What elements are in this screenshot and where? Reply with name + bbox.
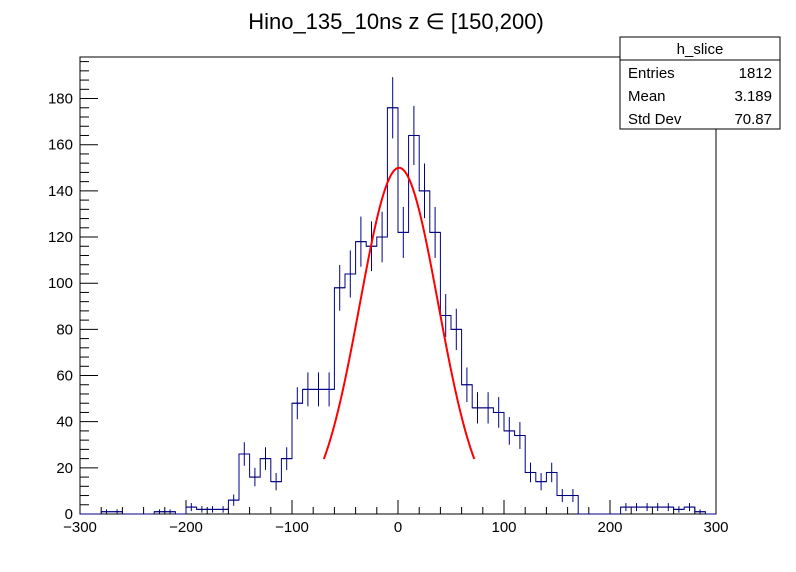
histogram-bin: [567, 489, 579, 503]
stats-value-mean: 3.189: [734, 88, 772, 105]
histogram-bin: [355, 216, 367, 267]
histogram-bin: [673, 506, 685, 513]
histogram-bin: [313, 372, 324, 407]
stats-label-mean: Mean: [628, 88, 666, 105]
x-tick-label: 100: [491, 519, 516, 536]
stats-title: h_slice: [677, 41, 724, 58]
histogram-bin: [451, 308, 462, 350]
y-tick-label: 120: [48, 229, 73, 246]
x-tick-label: 200: [597, 519, 622, 536]
x-tick-label: −300: [63, 519, 97, 536]
histogram-bin: [345, 250, 356, 298]
histogram-bin: [164, 509, 176, 514]
y-tick-label: 140: [48, 183, 73, 200]
histogram: [80, 77, 716, 515]
histogram-bin: [440, 294, 451, 337]
histogram-bin: [217, 506, 229, 513]
y-tick-label: 100: [48, 275, 73, 292]
histogram-bin: [684, 503, 695, 512]
histogram-bin: [196, 506, 208, 513]
chart-title: Hino_135_10ns z ∈ [150,200): [248, 9, 544, 34]
histogram-bin: [504, 417, 515, 445]
histogram-bin: [101, 509, 112, 514]
x-tick-label: −200: [169, 519, 203, 536]
histogram-bin: [525, 462, 536, 483]
x-tick-label: 0: [394, 519, 402, 536]
histogram-bin: [429, 206, 441, 258]
histogram-bin: [260, 447, 271, 470]
histogram-bin: [408, 105, 420, 166]
x-tick-label: −100: [275, 519, 309, 536]
histogram-bin: [376, 211, 388, 263]
histogram-bin: [493, 397, 504, 428]
y-tick-label: 80: [56, 321, 73, 338]
histogram-bin: [652, 503, 663, 512]
histogram-bin: [387, 77, 398, 139]
histogram-bin: [334, 264, 345, 311]
histogram-bin: [535, 473, 547, 491]
stats-box-frame: [619, 36, 781, 130]
stats-value-entries: 1812: [739, 65, 772, 82]
y-tick-label: 0: [65, 506, 73, 523]
fit-curve-group: [322, 166, 476, 460]
stats-label-std-dev: Std Dev: [628, 111, 682, 128]
histogram-bin: [472, 392, 483, 424]
gaussian-fit-curve: [322, 166, 476, 460]
y-tick-label: 60: [56, 368, 73, 385]
histogram-bin: [207, 506, 218, 513]
histogram-bin: [270, 473, 282, 491]
stats-box: h_slice Entries 1812 Mean 3.189 Std Dev …: [619, 36, 781, 130]
histogram-bin: [249, 467, 261, 487]
histogram-bin: [292, 387, 303, 420]
histogram-bin: [239, 442, 250, 466]
histogram-bin: [461, 367, 473, 403]
histogram-bin: [641, 503, 653, 512]
histogram-bin: [323, 372, 335, 407]
histogram-bin: [663, 503, 674, 512]
x-tick-label: 300: [703, 519, 728, 536]
stats-label-entries: Entries: [628, 65, 675, 82]
histogram-bin: [302, 372, 314, 407]
histogram-bin: [111, 509, 123, 514]
histogram-bin: [514, 422, 526, 449]
histogram-bin: [482, 392, 494, 424]
axes: 0 20 40 60 80 100 120 140 160 180 −300 −200 −100 0 100…: [48, 61, 729, 536]
histogram-bin: [419, 163, 430, 219]
histogram-bin: [186, 503, 197, 512]
y-tick-label: 40: [56, 414, 73, 431]
histogram-bin: [154, 509, 165, 514]
histogram-bin: [631, 503, 642, 512]
histogram-bin: [546, 462, 557, 483]
histogram-bin: [620, 503, 632, 512]
histogram-bin: [398, 206, 409, 258]
histogram-bin: [557, 489, 568, 503]
histogram-bin: [281, 447, 292, 470]
stats-value-std-dev: 70.87: [734, 111, 772, 128]
y-tick-label: 160: [48, 137, 73, 154]
y-tick-label: 20: [56, 460, 73, 477]
histogram-bin: [228, 494, 239, 506]
histogram-bin: [694, 509, 706, 514]
y-tick-label: 180: [48, 91, 73, 108]
